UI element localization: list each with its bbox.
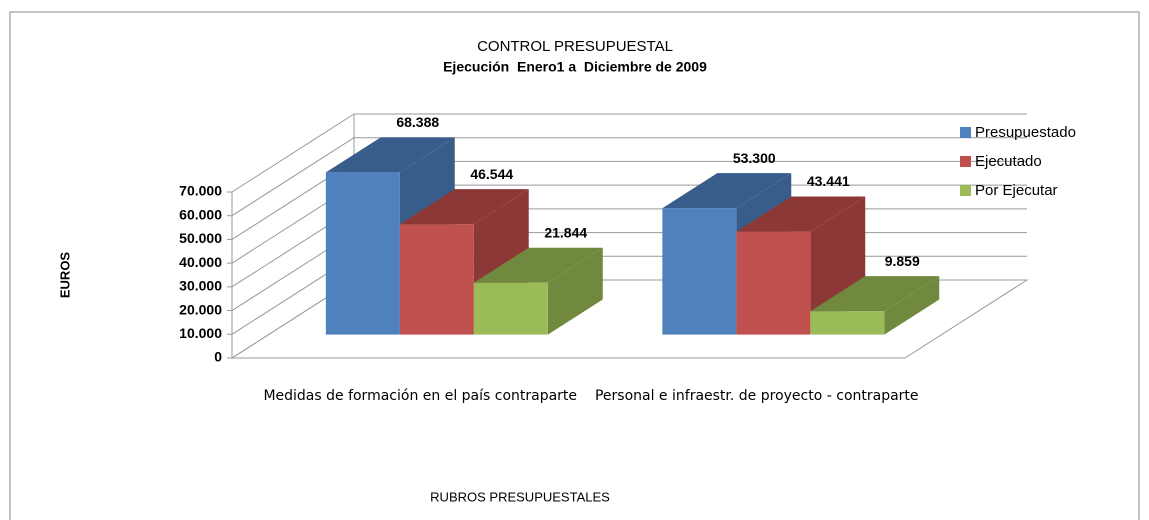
legend-swatch [960,156,971,167]
grid-line [231,137,355,217]
x-tick-label: Personal e infraestr. de proyecto - cont… [594,388,919,404]
bar-top [473,247,603,283]
y-tick-label: 30.000 [179,278,222,294]
grid-line [231,113,355,193]
y-tick-label: 0 [214,349,222,365]
y-tick-label: 40.000 [179,254,222,270]
x-tick-label: Medidas de formación en el país contrapa… [263,388,578,404]
legend-label: Ejecutado [975,153,1042,170]
bar-side [547,247,603,335]
bar-top [736,196,866,232]
legend-label: Presupuestado [975,124,1076,141]
y-tick-label: 50.000 [179,230,222,246]
bar [810,311,885,335]
y-tick-label: 10.000 [179,325,222,341]
bar [662,208,737,335]
bar-top [662,173,792,209]
data-label: 46.544 [470,166,513,182]
data-label: 43.441 [807,173,850,189]
bar [736,231,811,335]
legend-swatch [960,127,971,138]
data-label: 53.300 [733,150,776,166]
bar-side [884,276,940,335]
bar [399,224,474,335]
bar [473,282,548,335]
data-label: 9.859 [885,253,920,269]
chart-frame [9,11,1140,520]
bar [325,172,400,335]
bar-top [399,189,529,225]
x-axis-label: RUBROS PRESUPUESTALES [430,489,610,504]
legend-swatch [960,185,971,196]
chart-title: CONTROL PRESUPUESTAL [477,38,673,55]
bar-top [325,137,455,173]
bar-top [810,276,940,312]
y-tick-label: 60.000 [179,206,222,222]
y-tick-label: 70.000 [179,183,222,199]
legend-label: Por Ejecutar [975,182,1058,199]
y-axis-label: EUROS [57,252,72,299]
y-tick-label: 20.000 [179,301,222,317]
chart-subtitle: Ejecución Enero1 a Diciembre de 2009 [443,59,707,75]
data-label: 21.844 [544,224,587,240]
data-label: 68.388 [396,114,439,130]
